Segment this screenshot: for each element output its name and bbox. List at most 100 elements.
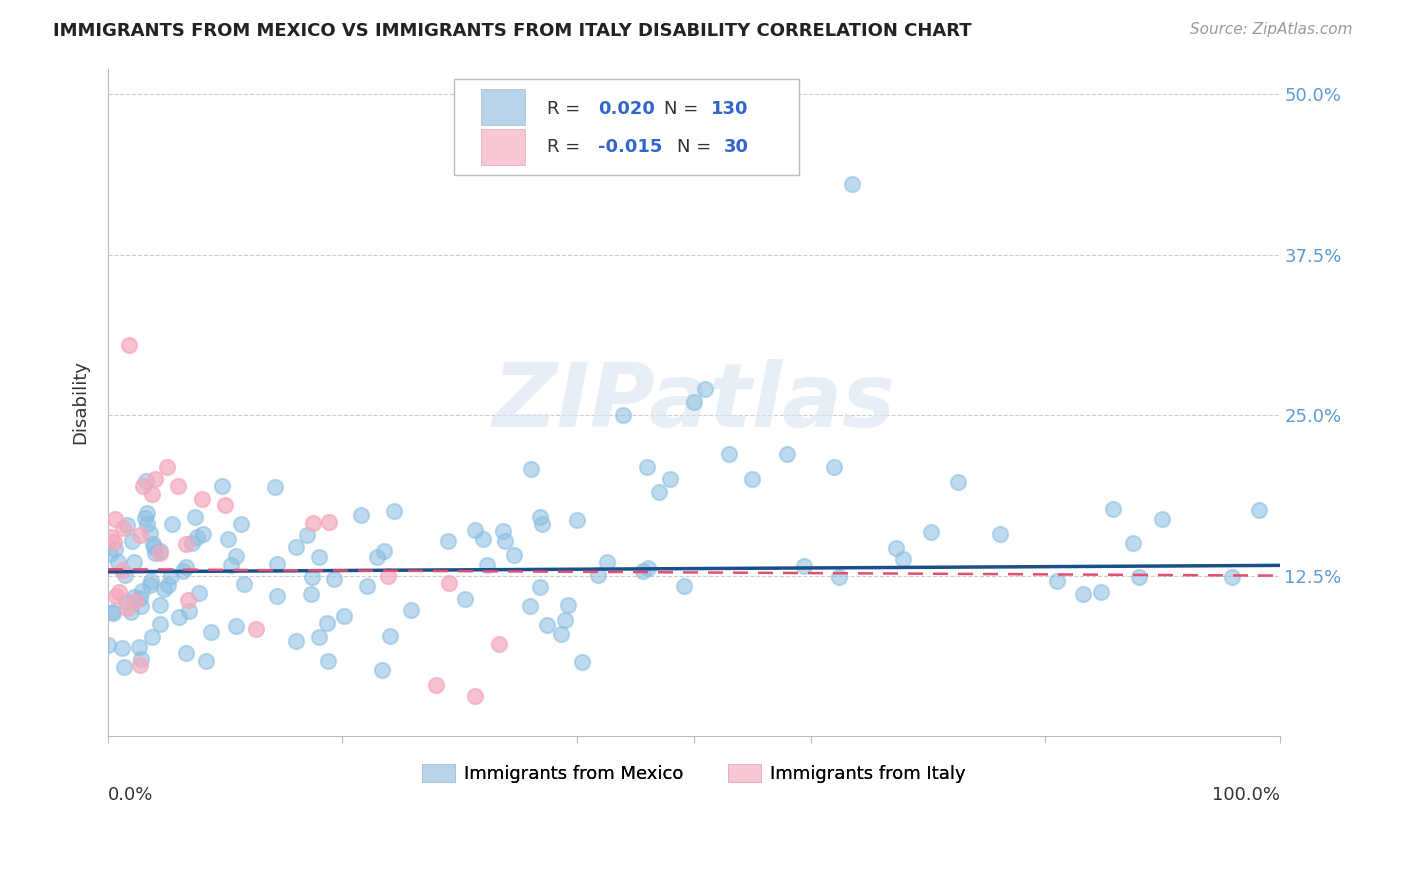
Point: [828, 570, 851, 584]
Point: [636, 459, 658, 474]
Point: [129, 657, 152, 672]
Point: [266, 589, 288, 603]
Point: [214, 498, 236, 512]
Point: [98, 547, 121, 561]
Point: [114, 568, 136, 582]
Bar: [481, 128, 524, 165]
Point: [454, 591, 477, 606]
Point: [308, 631, 330, 645]
Point: [143, 472, 166, 486]
Point: [793, 559, 815, 574]
Point: [180, 536, 202, 550]
Point: [174, 537, 197, 551]
Point: [371, 664, 394, 678]
Point: [120, 605, 142, 619]
Point: [141, 630, 163, 644]
Point: [776, 447, 799, 461]
Point: [111, 640, 134, 655]
Point: [612, 408, 634, 422]
Point: [519, 599, 541, 613]
Point: [356, 579, 378, 593]
Point: [297, 528, 319, 542]
Point: [211, 479, 233, 493]
Point: [266, 558, 288, 572]
Point: [1046, 574, 1069, 589]
Point: [121, 533, 143, 548]
Point: [946, 475, 969, 490]
Point: [225, 549, 247, 564]
Point: [118, 337, 141, 351]
Point: [128, 640, 150, 654]
Point: [464, 689, 486, 703]
Point: [536, 618, 558, 632]
Point: [129, 652, 152, 666]
Text: IMMIGRANTS FROM MEXICO VS IMMIGRANTS FROM ITALY DISABILITY CORRELATION CHART: IMMIGRANTS FROM MEXICO VS IMMIGRANTS FRO…: [53, 22, 972, 40]
Point: [245, 623, 267, 637]
Point: [225, 619, 247, 633]
Text: 100.0%: 100.0%: [1212, 786, 1279, 805]
Point: [437, 576, 460, 591]
FancyBboxPatch shape: [454, 78, 799, 176]
Point: [129, 528, 152, 542]
Point: [149, 546, 172, 560]
Point: [131, 583, 153, 598]
Point: [494, 533, 516, 548]
Text: Source: ZipAtlas.com: Source: ZipAtlas.com: [1189, 22, 1353, 37]
Point: [285, 540, 308, 554]
Point: [378, 629, 401, 643]
Point: [488, 637, 510, 651]
Point: [322, 572, 344, 586]
Text: 0.0%: 0.0%: [108, 786, 153, 805]
Point: [129, 599, 152, 614]
Point: [595, 555, 617, 569]
Point: [217, 532, 239, 546]
Point: [167, 479, 190, 493]
Point: [141, 574, 163, 588]
Point: [184, 510, 207, 524]
Point: [823, 459, 845, 474]
Point: [149, 599, 172, 613]
Point: [190, 491, 212, 506]
Point: [530, 516, 553, 531]
Point: [1128, 570, 1150, 584]
Point: [132, 479, 155, 493]
Point: [162, 517, 184, 532]
Point: [160, 569, 183, 583]
Text: ZIPatlas: ZIPatlas: [492, 359, 896, 446]
Point: [318, 515, 340, 529]
Point: [316, 654, 339, 668]
Point: [565, 513, 588, 527]
Point: [124, 594, 146, 608]
Point: [920, 525, 942, 540]
Point: [471, 532, 494, 546]
Point: [315, 615, 337, 630]
Point: [366, 549, 388, 564]
Point: [332, 609, 354, 624]
Point: [637, 560, 659, 574]
Point: [188, 586, 211, 600]
Point: [350, 508, 373, 522]
Point: [401, 602, 423, 616]
Point: [377, 568, 399, 582]
Point: [122, 555, 145, 569]
Point: [104, 541, 127, 556]
Point: [149, 544, 172, 558]
Point: [659, 472, 682, 486]
Point: [373, 544, 395, 558]
Text: R =: R =: [547, 138, 586, 156]
Point: [219, 558, 242, 573]
Point: [503, 548, 526, 562]
Point: [139, 578, 162, 592]
Point: [436, 533, 458, 548]
Point: [647, 485, 669, 500]
Point: [571, 656, 593, 670]
Point: [1102, 502, 1125, 516]
Point: [741, 472, 763, 486]
Point: [1152, 511, 1174, 525]
Point: [149, 617, 172, 632]
Point: [115, 518, 138, 533]
Legend: Immigrants from Mexico, Immigrants from Italy: Immigrants from Mexico, Immigrants from …: [415, 757, 973, 790]
Point: [299, 587, 322, 601]
Point: [112, 521, 135, 535]
Point: [194, 654, 217, 668]
